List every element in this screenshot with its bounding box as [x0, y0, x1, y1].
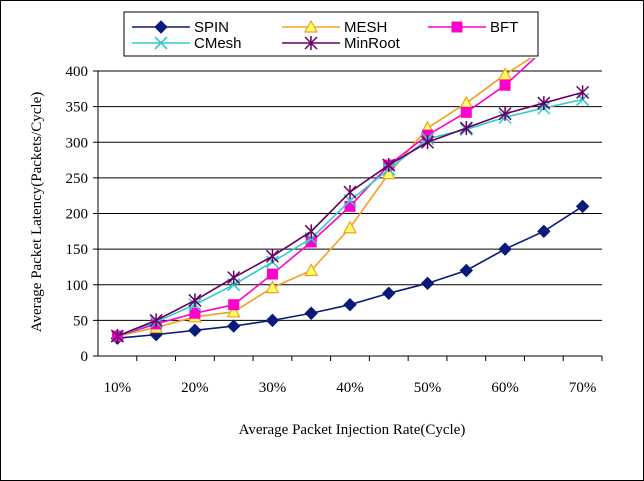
y-tick-labels: 0 50 100 150 200 250 300 350 400 — [66, 64, 89, 365]
data-point — [265, 313, 280, 328]
data-point — [149, 313, 163, 328]
legend-item-spin: SPIN — [132, 19, 229, 36]
x-tick-label: 70% — [569, 380, 597, 396]
series-line — [117, 58, 533, 337]
y-tick-label: 400 — [66, 64, 89, 80]
y-tick-label: 250 — [66, 171, 89, 187]
data-point — [460, 106, 472, 118]
data-point — [451, 21, 463, 33]
data-point — [459, 121, 473, 135]
legend-item-mesh: MESH — [282, 19, 387, 36]
y-tick-label: 300 — [66, 135, 89, 151]
data-point — [154, 36, 168, 50]
axes — [97, 71, 603, 361]
legend-label: CMesh — [194, 35, 242, 52]
x-tick-label: 40% — [336, 380, 364, 396]
data-point — [382, 286, 396, 301]
series-minroot — [110, 85, 590, 344]
data-point — [265, 249, 279, 264]
legend-label: MESH — [344, 19, 387, 36]
series-mesh — [110, 44, 550, 342]
legend-item-bft: BFT — [428, 19, 518, 36]
series-bft — [111, 45, 549, 342]
y-axis-title: Average Packet Latency(Packets/Cycle) — [29, 92, 45, 332]
data-point — [539, 45, 549, 55]
data-point — [110, 329, 124, 344]
series-group — [110, 44, 590, 345]
data-point — [382, 158, 396, 173]
data-point — [227, 270, 241, 285]
data-point — [188, 293, 202, 308]
data-point — [537, 96, 551, 111]
legend-item-cmesh: CMesh — [132, 35, 242, 52]
y-tick-label: 0 — [81, 349, 89, 365]
data-point — [226, 304, 241, 318]
data-point — [343, 185, 357, 200]
data-point — [498, 67, 513, 81]
legend-label: MinRoot — [344, 35, 401, 52]
data-point — [304, 306, 318, 320]
data-point — [266, 268, 278, 280]
legend-label: SPIN — [194, 19, 229, 36]
y-tick-label: 100 — [66, 278, 89, 294]
data-point — [228, 299, 240, 311]
y-tick-label: 350 — [66, 100, 89, 116]
x-tick-label: 50% — [414, 380, 442, 396]
x-tick-label: 10% — [104, 380, 132, 396]
data-point — [343, 297, 357, 312]
data-point — [420, 276, 435, 291]
legend-item-minroot: MinRoot — [282, 35, 401, 52]
data-point — [421, 135, 435, 150]
x-axis-title: Average Packet Injection Rate(Cycle) — [239, 422, 466, 438]
data-point — [575, 199, 590, 214]
x-tick-labels: 10% 20% 30% 40% 50% 60% 70% — [104, 380, 597, 396]
data-point — [537, 224, 551, 239]
data-point — [188, 323, 202, 338]
x-tick-label: 20% — [181, 380, 209, 396]
data-point — [304, 224, 318, 239]
x-tick-label: 60% — [491, 380, 519, 396]
data-point — [576, 85, 590, 100]
data-point — [304, 263, 319, 277]
data-point — [459, 263, 474, 278]
y-tick-label: 150 — [66, 242, 89, 258]
data-point — [538, 44, 550, 55]
legend-box — [123, 11, 539, 57]
x-tick-label: 30% — [259, 380, 287, 396]
data-point — [265, 280, 280, 294]
data-point — [344, 200, 356, 212]
legend: SPIN MESH BFT CMesh MinRoot — [123, 11, 539, 57]
data-point — [304, 36, 318, 50]
data-point — [498, 106, 512, 121]
data-point — [342, 220, 358, 234]
data-point — [498, 242, 512, 256]
legend-label: BFT — [490, 19, 518, 36]
y-tick-label: 50 — [73, 313, 88, 329]
data-point — [303, 19, 319, 33]
y-tick-label: 200 — [66, 207, 89, 223]
data-point — [226, 319, 241, 333]
data-point — [459, 95, 474, 109]
series-line — [117, 58, 536, 337]
data-point — [189, 307, 201, 319]
data-point — [154, 20, 168, 34]
data-point — [499, 79, 511, 91]
